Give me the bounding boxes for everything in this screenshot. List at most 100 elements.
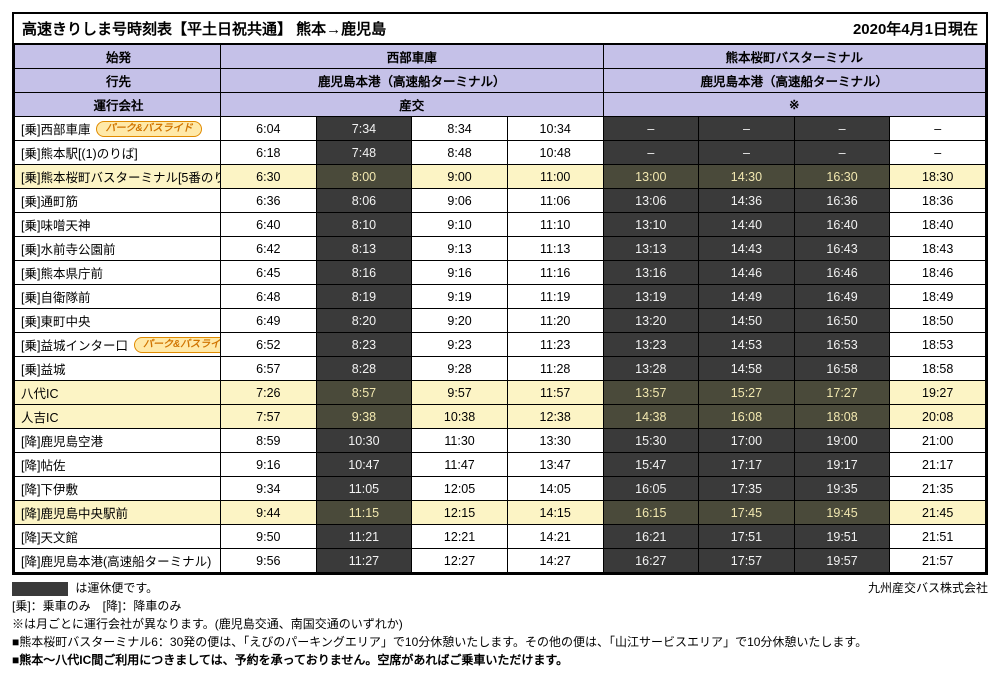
time-cell: 12:38 [507, 405, 603, 429]
table-row: [乗]熊本県庁前6:458:169:1611:1613:1614:4616:46… [15, 261, 986, 285]
stop-name-cell: [降]下伊敷 [15, 477, 221, 501]
header-cell: 鹿児島本港（高速船ターミナル） [221, 69, 604, 93]
time-cell: 14:21 [507, 525, 603, 549]
timetable-container: 高速きりしま号時刻表【平土日祝共通】 熊本→鹿児島 2020年4月1日現在 始発… [12, 12, 988, 575]
stop-name: [降]鹿児島空港 [21, 431, 103, 450]
timetable: 始発西部車庫熊本桜町バスターミナル行先鹿児島本港（高速船ターミナル）鹿児島本港（… [14, 44, 986, 573]
stop-name: [降]鹿児島中央駅前 [21, 503, 128, 522]
header-label: 行先 [15, 69, 221, 93]
time-cell: – [603, 117, 699, 141]
time-cell: 21:45 [890, 501, 986, 525]
time-cell: 18:36 [890, 189, 986, 213]
time-cell: – [890, 117, 986, 141]
time-cell: 14:36 [699, 189, 795, 213]
time-cell: 13:30 [507, 429, 603, 453]
time-cell: 13:23 [603, 333, 699, 357]
time-cell: 17:27 [794, 381, 890, 405]
header-label: 始発 [15, 45, 221, 69]
stop-name-cell: [乗]熊本県庁前 [15, 261, 221, 285]
time-cell: 6:48 [221, 285, 317, 309]
header-cell: ※ [603, 93, 986, 117]
time-cell: 16:40 [794, 213, 890, 237]
header-label: 運行会社 [15, 93, 221, 117]
time-cell: 10:30 [316, 429, 412, 453]
time-cell: 9:23 [412, 333, 508, 357]
time-cell: 11:47 [412, 453, 508, 477]
time-cell: 11:00 [507, 165, 603, 189]
time-cell: 14:50 [699, 309, 795, 333]
table-row: [乗]益城6:578:289:2811:2813:2814:5816:5818:… [15, 357, 986, 381]
time-cell: 11:57 [507, 381, 603, 405]
note-line: [乗]：乗車のみ [降]：降車のみ [12, 597, 988, 615]
time-cell: 16:27 [603, 549, 699, 573]
time-cell: 17:00 [699, 429, 795, 453]
time-cell: 8:16 [316, 261, 412, 285]
time-cell: 13:19 [603, 285, 699, 309]
time-cell: 18:50 [890, 309, 986, 333]
time-cell: 8:48 [412, 141, 508, 165]
time-cell: 18:58 [890, 357, 986, 381]
time-cell: 16:21 [603, 525, 699, 549]
time-cell: 11:30 [412, 429, 508, 453]
time-cell: 13:16 [603, 261, 699, 285]
time-cell: 16:50 [794, 309, 890, 333]
time-cell: 16:05 [603, 477, 699, 501]
time-cell: 13:20 [603, 309, 699, 333]
stop-name-cell: 八代IC [15, 381, 221, 405]
table-row: [乗]通町筋6:368:069:0611:0613:0614:3616:3618… [15, 189, 986, 213]
stop-name: 八代IC [21, 383, 59, 402]
time-cell: 19:27 [890, 381, 986, 405]
time-cell: 14:38 [603, 405, 699, 429]
stop-name-cell: [降]鹿児島本港(高速船ターミナル) [15, 549, 221, 573]
time-cell: 9:28 [412, 357, 508, 381]
time-cell: 10:47 [316, 453, 412, 477]
time-cell: 9:19 [412, 285, 508, 309]
stop-name-cell: [乗]益城インター口パーク&バスライド [15, 333, 221, 357]
time-cell: 14:40 [699, 213, 795, 237]
time-cell: 19:51 [794, 525, 890, 549]
stop-name: [乗]東町中央 [21, 311, 90, 330]
time-cell: – [794, 141, 890, 165]
time-cell: 18:43 [890, 237, 986, 261]
stop-name: [乗]熊本桜町バスターミナル[5番のりば] [21, 167, 221, 186]
time-cell: 6:52 [221, 333, 317, 357]
time-cell: 19:35 [794, 477, 890, 501]
stop-name: [乗]水前寺公園前 [21, 239, 115, 258]
stop-name-cell: [乗]水前寺公園前 [15, 237, 221, 261]
time-cell: 11:27 [316, 549, 412, 573]
time-cell: 18:08 [794, 405, 890, 429]
time-cell: 16:08 [699, 405, 795, 429]
stop-name-cell: [乗]熊本駅[(1)のりば] [15, 141, 221, 165]
time-cell: 9:06 [412, 189, 508, 213]
time-cell: 8:13 [316, 237, 412, 261]
table-row: [乗]東町中央6:498:209:2011:2013:2014:5016:501… [15, 309, 986, 333]
header-cell: 熊本桜町バスターミナル [603, 45, 986, 69]
table-row: 人吉IC7:579:3810:3812:3814:3816:0818:0820:… [15, 405, 986, 429]
time-cell: 14:43 [699, 237, 795, 261]
header-cell: 産交 [221, 93, 604, 117]
time-cell: 8:59 [221, 429, 317, 453]
stop-name: [降]鹿児島本港(高速船ターミナル) [21, 551, 211, 570]
time-cell: 11:06 [507, 189, 603, 213]
legend: は運休便です。 [12, 579, 158, 597]
time-cell: 6:49 [221, 309, 317, 333]
time-cell: 8:06 [316, 189, 412, 213]
time-cell: 9:57 [412, 381, 508, 405]
time-cell: 11:13 [507, 237, 603, 261]
time-cell: 16:43 [794, 237, 890, 261]
time-cell: 21:57 [890, 549, 986, 573]
time-cell: 9:34 [221, 477, 317, 501]
time-cell: 14:53 [699, 333, 795, 357]
time-cell: 13:57 [603, 381, 699, 405]
time-cell: 11:28 [507, 357, 603, 381]
time-cell: 8:28 [316, 357, 412, 381]
time-cell: 11:19 [507, 285, 603, 309]
note-line: ■熊本桜町バスターミナル6：30発の便は、「えびのパーキングエリア」で10分休憩… [12, 633, 988, 651]
time-cell: – [699, 141, 795, 165]
time-cell: 17:35 [699, 477, 795, 501]
stop-name-cell: [乗]自衛隊前 [15, 285, 221, 309]
stop-name-cell: [乗]味噌天神 [15, 213, 221, 237]
stop-name: [乗]自衛隊前 [21, 287, 90, 306]
time-cell: 8:23 [316, 333, 412, 357]
time-cell: 10:38 [412, 405, 508, 429]
